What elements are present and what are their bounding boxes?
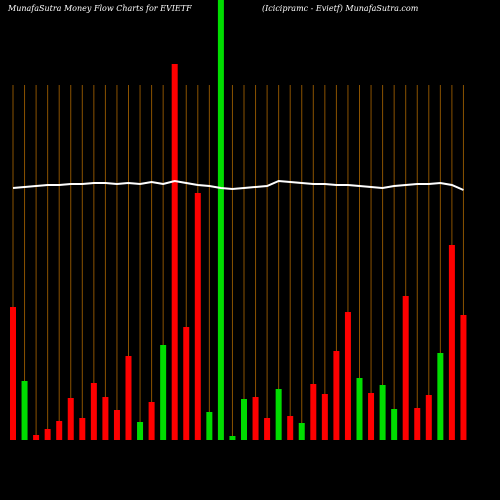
bar <box>102 397 109 440</box>
bar <box>206 412 213 440</box>
chart-title: MunafaSutra Money Flow Charts for EVIETF <box>7 4 192 13</box>
bar <box>148 402 155 440</box>
bar <box>379 385 386 440</box>
bar <box>171 64 178 440</box>
bar <box>10 307 16 440</box>
bar <box>310 384 317 440</box>
bar <box>44 429 51 440</box>
bar <box>298 423 305 440</box>
bar <box>264 418 271 440</box>
chart-subtitle: (Icicipramc - Evietf) MunafaSutra.com <box>262 4 419 13</box>
bar <box>33 435 40 440</box>
bar <box>67 398 74 440</box>
bar <box>321 394 328 440</box>
bar <box>402 296 409 440</box>
bar <box>252 397 259 440</box>
bar <box>241 399 247 440</box>
bar <box>229 436 236 440</box>
bar <box>217 0 224 440</box>
bar <box>437 353 444 440</box>
bar <box>414 408 421 440</box>
bar <box>137 422 144 440</box>
bar <box>460 315 467 440</box>
bar <box>368 393 375 440</box>
bar <box>287 416 294 440</box>
bar <box>333 351 340 440</box>
bar <box>391 409 398 440</box>
bar <box>21 381 28 440</box>
bar <box>90 383 97 440</box>
bar <box>183 327 190 440</box>
bar <box>448 245 455 440</box>
bar <box>344 312 351 440</box>
money-flow-line <box>12 179 464 191</box>
bar <box>425 395 432 440</box>
bar <box>194 193 201 440</box>
bar <box>56 421 63 440</box>
bar <box>160 345 167 440</box>
bar <box>79 418 86 440</box>
bar <box>275 389 282 440</box>
bar <box>356 378 363 440</box>
bar <box>113 410 120 440</box>
bar <box>125 356 132 440</box>
